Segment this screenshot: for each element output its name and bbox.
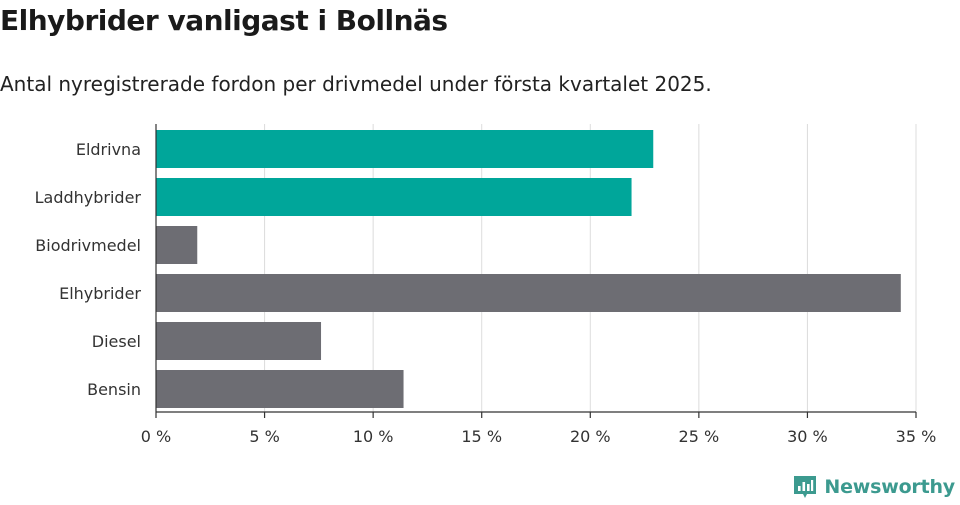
brand-logo: Newsworthy xyxy=(792,474,955,500)
bar xyxy=(156,130,654,168)
bar xyxy=(156,178,632,216)
category-label: Biodrivmedel xyxy=(35,236,141,255)
x-tick-label: 15 % xyxy=(461,427,502,446)
x-tick-label: 25 % xyxy=(679,427,720,446)
bar xyxy=(156,274,901,312)
bar xyxy=(156,370,404,408)
x-tick-label: 30 % xyxy=(787,427,828,446)
x-tick-label: 5 % xyxy=(249,427,279,446)
category-label: Elhybrider xyxy=(59,284,141,303)
category-label: Bensin xyxy=(87,380,141,399)
brand-name: Newsworthy xyxy=(824,476,955,498)
chart-title: Elhybrider vanligast i Bollnäs xyxy=(0,4,448,37)
category-label: Diesel xyxy=(92,332,141,351)
x-tick-label: 10 % xyxy=(353,427,394,446)
chart-subtitle: Antal nyregistrerade fordon per drivmede… xyxy=(0,72,712,96)
newsworthy-logo-icon xyxy=(794,476,817,498)
category-label: Eldrivna xyxy=(76,140,141,159)
x-tick-label: 20 % xyxy=(570,427,611,446)
x-tick-label: 0 % xyxy=(141,427,171,446)
bar xyxy=(156,226,198,264)
x-tick-label: 35 % xyxy=(896,427,937,446)
category-label: Laddhybrider xyxy=(35,188,142,207)
bar xyxy=(156,322,322,360)
